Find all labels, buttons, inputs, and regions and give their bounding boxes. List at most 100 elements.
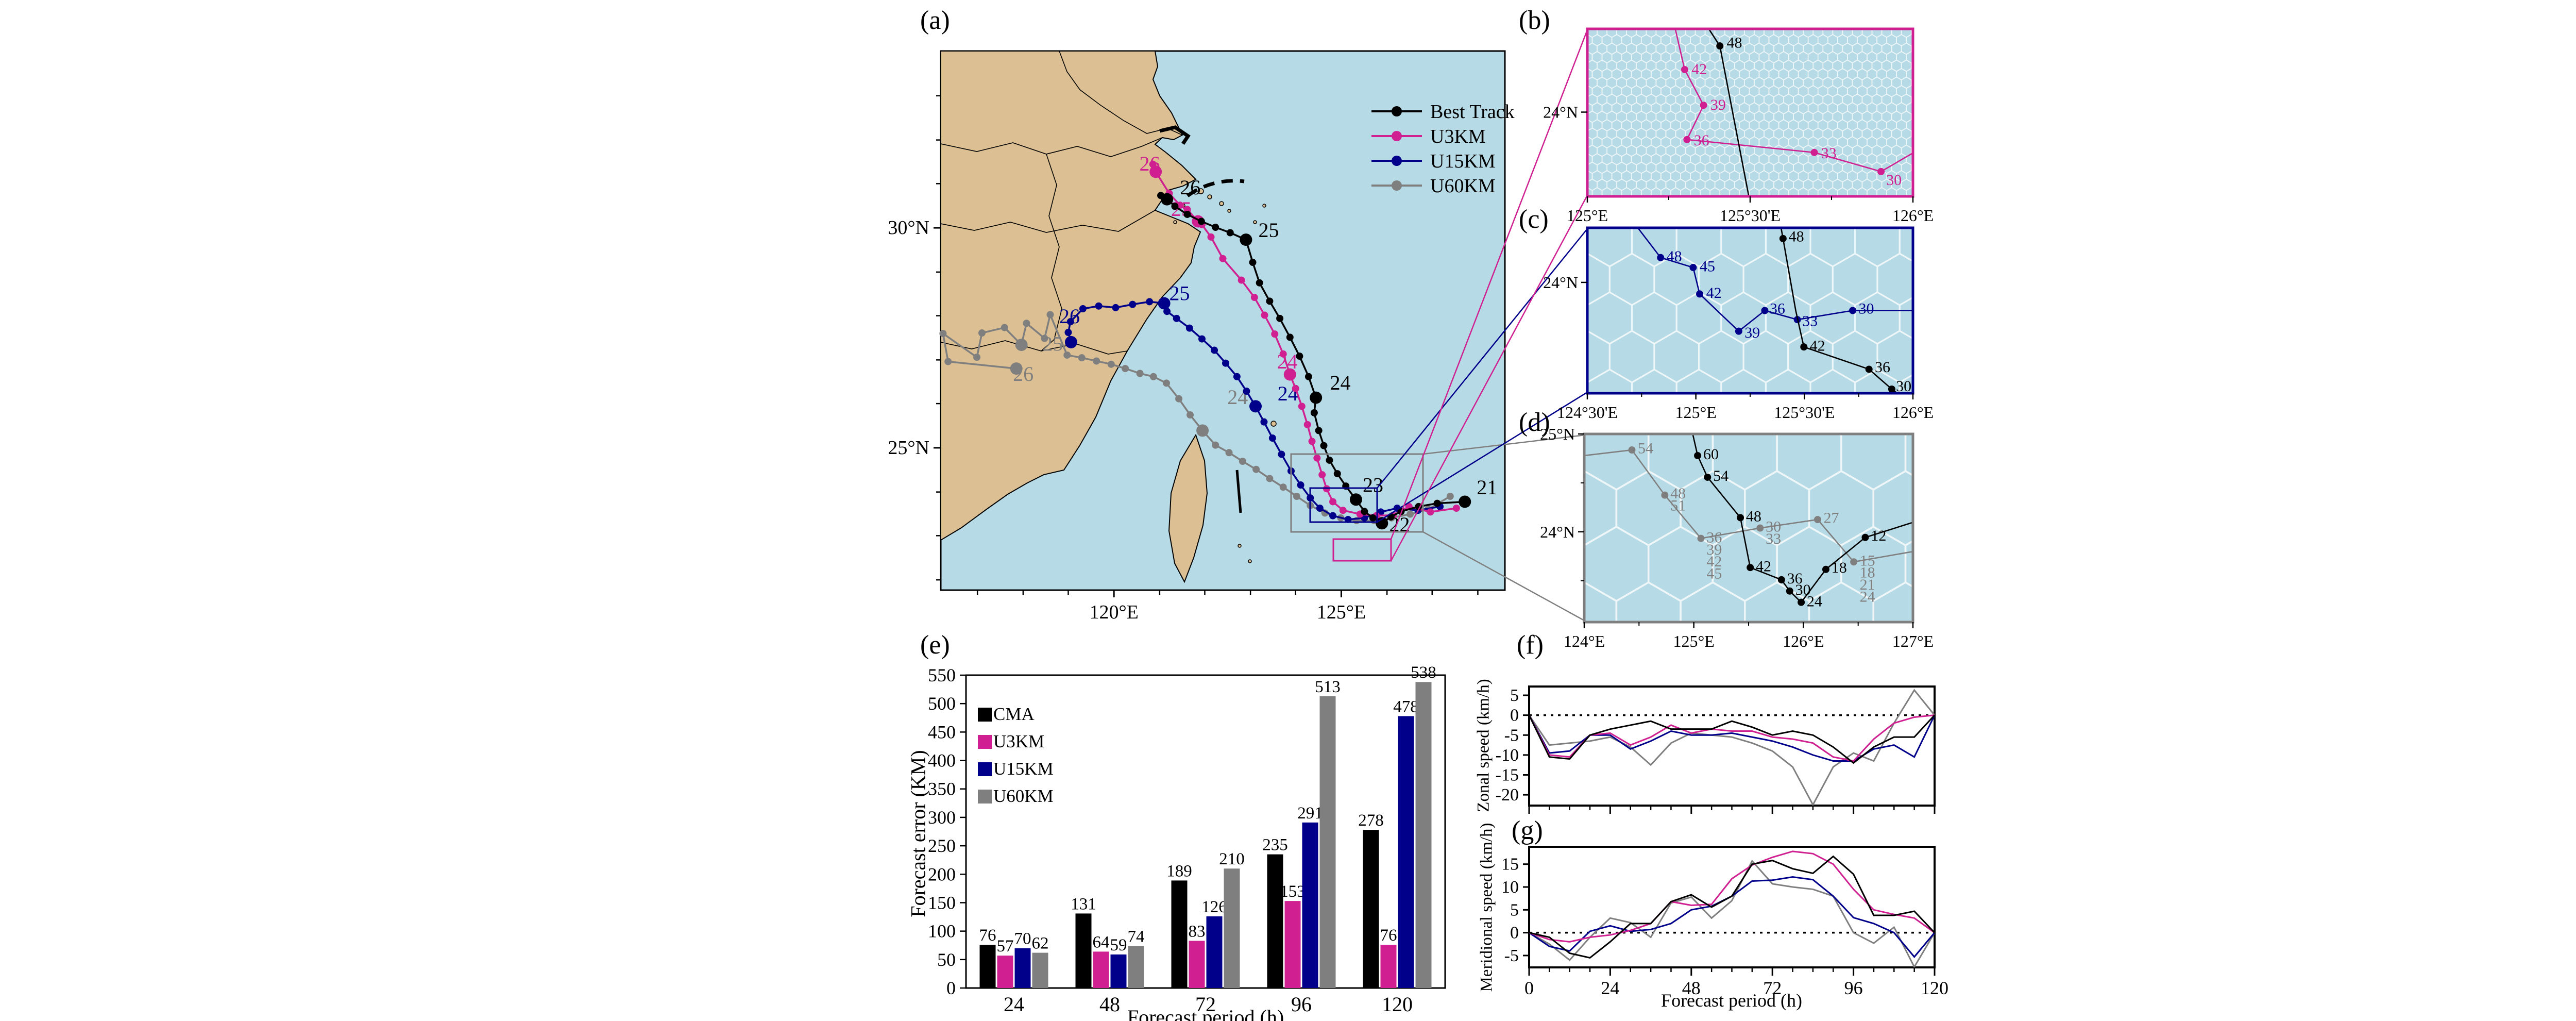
map-panel-a: 120°E 125°E30°N25°N2425262425262425262122… [888,50,1515,623]
e-legend: CMA U3KM U15KM U60KM [978,704,1054,806]
inset-y-tick: 24°N [1543,273,1578,292]
g-y-axis-label: Meridional speed (km/h) [1477,823,1496,992]
svg-f-y-tick: 0 [1510,706,1519,725]
inset-hour-label: 45 [1706,565,1722,582]
inset-hour-label: 42 [1706,284,1722,302]
hex-mesh [1584,434,1913,622]
inset-hour-label: 21 [1860,576,1875,593]
inset-hour-label: 39 [1744,324,1760,341]
bar-value-label: 153 [1280,882,1306,901]
inset-hour-label: 48 [1726,35,1742,52]
panel-label-c: (c) [1519,205,1549,234]
inset-hour-label: 48 [1746,508,1761,525]
svg-g-x-tick: 48 [1682,978,1701,998]
bar-U3KM-120 [1380,945,1397,988]
track-day-label: 25 [1042,332,1063,356]
legend-item-label: U60KM [1430,175,1496,197]
bar-U3KM-48 [1093,951,1109,988]
e-y-tick: 50 [937,949,956,970]
inset-hour-label: 36 [1787,570,1803,587]
e-y-tick: 350 [928,779,956,799]
e-x-tick: 120 [1382,993,1413,1016]
e-y-axis-label: Forecast error (KM) [906,750,930,917]
inset-hour-label: 60 [1703,446,1719,463]
inset-hour-label: 36 [1706,529,1722,546]
bar-U3KM-72 [1189,941,1205,988]
inset-hour-label: 48 [1670,485,1686,502]
svg-f-y-tick: -15 [1496,766,1519,785]
bar-value-label: 76 [1380,926,1397,945]
inset-x-tick: 126°E [1892,403,1934,422]
svg-g-y-tick: 15 [1501,855,1519,874]
track-day-label: 25 [1258,219,1279,242]
panel-label-g: (g) [1512,816,1543,845]
e-x-tick: 24 [1004,993,1024,1016]
bar-U60KM-48 [1128,946,1144,988]
bar-value-label: 210 [1219,850,1245,868]
e-legend-label: CMA [993,704,1035,724]
e-y-tick: 250 [928,835,956,856]
inset-hour-label: 12 [1871,527,1886,544]
track-day-label: 23 [1363,474,1383,497]
inset-hour-label: 18 [1832,559,1847,576]
panel-label-b: (b) [1519,6,1550,35]
bar-value-label: 74 [1128,927,1145,946]
e-y-tick: 200 [928,864,956,884]
inset-hour-label: 30 [1886,172,1902,189]
inset-hour-label: 15 [1860,552,1875,569]
inset-hour-label: 36 [1875,359,1890,376]
svg-g-x-tick: 120 [1921,978,1948,998]
line-chart-panel-g: 15 10 5 0 -5 0 24 48 72 96 120 [1501,846,1948,998]
e-y-tick: 100 [928,921,956,942]
inset-hour-label: 30 [1795,581,1811,598]
inset-x-tick: 126°E [1783,632,1824,650]
g-x-axis-label: Forecast period (h) [1661,990,1802,1011]
inset-x-tick: 125°E [1675,403,1716,422]
svg-g-y-tick: 0 [1510,924,1519,943]
panel-label-a: (a) [920,6,950,35]
inset-hour-label: 33 [1766,530,1781,547]
track-day-label: 26 [1013,362,1033,386]
e-x-axis-label: Forecast period (h) [1127,1006,1284,1021]
svg-g-x-tick: 96 [1844,978,1863,998]
map-a-y-tick: 30°N [888,217,929,239]
svg-d-group: 5448513639424530332715182124605448423630… [1540,425,1934,650]
svg-g-chart: 15 10 5 0 -5 0 24 48 72 96 120 [1501,846,1948,998]
bar-value-label: 478 [1393,697,1419,716]
bar-U3KM-24 [997,956,1013,988]
bar-CMA-96 [1267,854,1283,988]
svg-f-y-tick: -10 [1496,746,1519,765]
e-y-tick: 500 [928,693,956,714]
inset-x-tick: 126°E [1892,206,1934,225]
inset-hour-label: 54 [1638,440,1653,457]
line-U60KM [1529,689,1935,806]
svg-f-chart: 50-5-10-15-20 [1496,685,1936,814]
inset-x-tick: 124°E [1564,632,1605,650]
bar-U15KM-96 [1302,822,1318,988]
bar-U3KM-96 [1284,901,1301,988]
track-day-label: 24 [1330,371,1351,394]
e-y-tick: 450 [928,722,956,742]
inset-hour-label: 42 [1691,61,1707,78]
bar-CMA-48 [1075,913,1092,988]
bar-value-label: 513 [1315,678,1341,696]
inset-y-tick: 24°N [1540,523,1575,541]
inset-x-tick: 125°30'E [1774,403,1835,422]
inset-hour-label: 54 [1713,467,1728,484]
map-a-x-tick: 125°E [1317,601,1366,623]
inset-hour-label: 39 [1710,96,1726,113]
inset-hour-label: 27 [1823,510,1839,527]
e-x-tick: 96 [1291,993,1312,1016]
e-y-tick: 150 [928,892,956,913]
inset-hour-label: 48 [1789,228,1804,245]
inset-hour-label: 18 [1860,564,1875,581]
bar-U60KM-96 [1319,696,1336,988]
line-CMA [1529,855,1935,959]
inset-hour-label: 33 [1821,145,1837,162]
svg-g-x-tick: 0 [1524,978,1534,998]
inset-hour-label: 42 [1810,338,1825,355]
